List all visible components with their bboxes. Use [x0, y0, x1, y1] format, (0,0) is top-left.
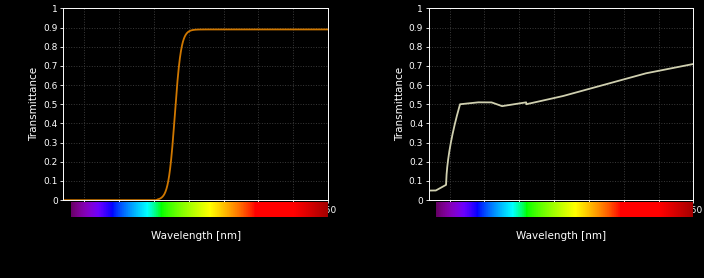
X-axis label: Wavelength [nm]: Wavelength [nm]	[151, 231, 241, 241]
Y-axis label: Transmittance: Transmittance	[30, 67, 39, 141]
X-axis label: Wavelength [nm]: Wavelength [nm]	[516, 231, 606, 241]
Y-axis label: Transmittance: Transmittance	[395, 67, 405, 141]
